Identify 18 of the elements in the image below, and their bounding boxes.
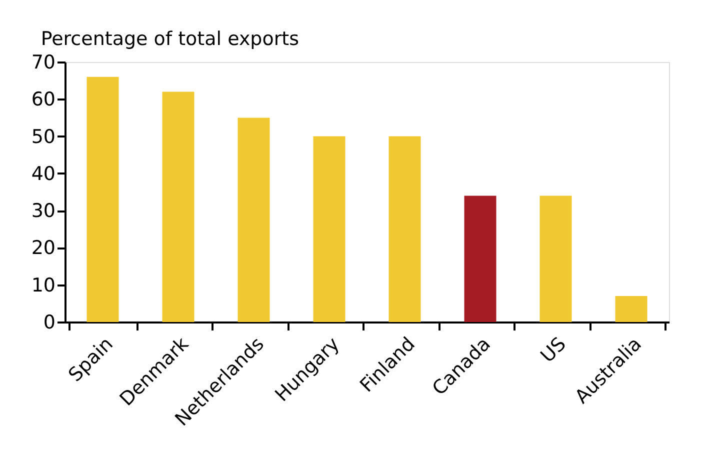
bar bbox=[313, 136, 346, 322]
y-tick-label: 50 bbox=[31, 126, 56, 148]
bar bbox=[615, 296, 648, 322]
y-tick-label: 0 bbox=[43, 312, 56, 334]
y-tick-label: 20 bbox=[31, 237, 56, 260]
y-tick-label: 10 bbox=[31, 274, 56, 296]
y-tick-label: 30 bbox=[31, 200, 56, 222]
bar bbox=[388, 136, 421, 322]
y-tick-label: 70 bbox=[31, 52, 56, 74]
chart-title: Percentage of total exports bbox=[40, 28, 300, 50]
bar bbox=[238, 118, 270, 322]
bar bbox=[162, 92, 194, 322]
y-tick-label: 40 bbox=[31, 162, 56, 185]
y-tick-label: 60 bbox=[31, 88, 56, 111]
bar bbox=[86, 76, 119, 322]
x-tick-label: US bbox=[536, 333, 570, 368]
bar bbox=[540, 196, 572, 322]
bar bbox=[464, 196, 496, 322]
